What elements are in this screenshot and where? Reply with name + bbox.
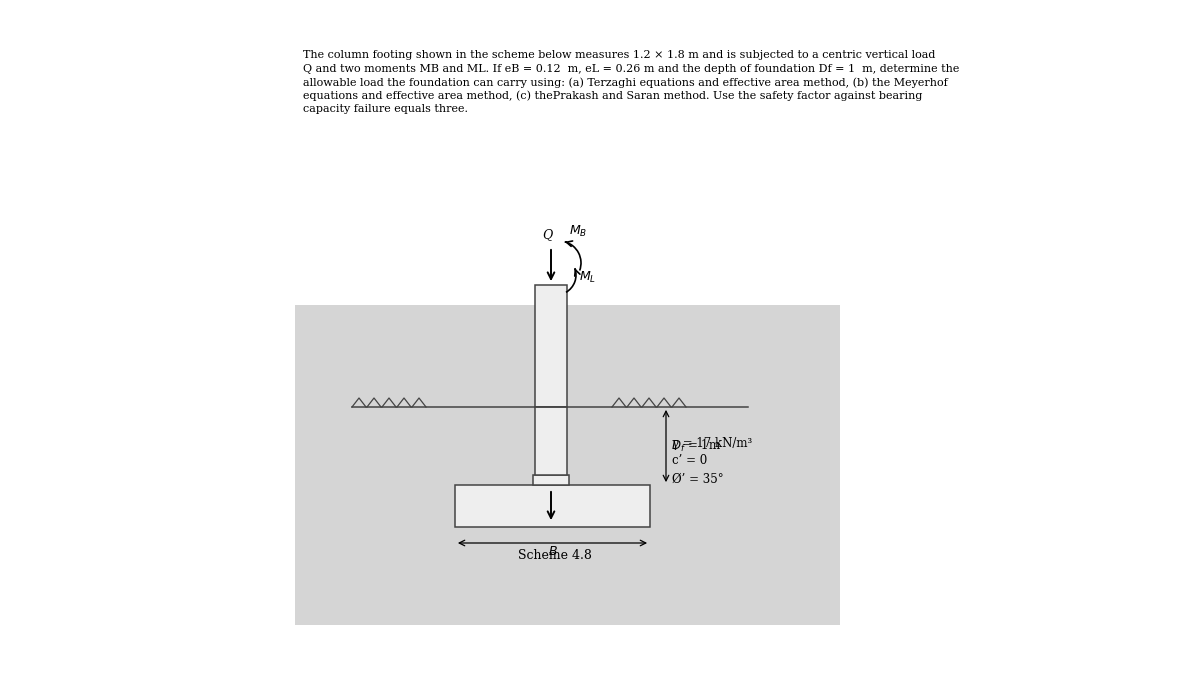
- Text: Q: Q: [542, 228, 552, 241]
- Bar: [535, 407, 568, 475]
- Bar: [533, 475, 569, 485]
- Bar: [455, 485, 650, 527]
- Text: equations and effective area method, (c) thePrakash and Saran method. Use the sa: equations and effective area method, (c)…: [302, 90, 923, 101]
- Bar: [535, 285, 568, 407]
- Text: $B$: $B$: [547, 545, 558, 558]
- Text: Q and two moments MB and ML. If eB = 0.12  m, eL = 0.26 m and the depth of found: Q and two moments MB and ML. If eB = 0.1…: [302, 63, 959, 74]
- Text: Ø’ = 35°: Ø’ = 35°: [672, 472, 724, 485]
- Text: allowable load the foundation can carry using: (a) Terzaghi equations and effect: allowable load the foundation can carry …: [302, 77, 948, 88]
- Text: $D_f$ = 1m: $D_f$ = 1m: [671, 438, 721, 454]
- Text: $M_L$: $M_L$: [578, 270, 596, 286]
- Text: The column footing shown in the scheme below measures 1.2 × 1.8 m and is subject: The column footing shown in the scheme b…: [302, 50, 935, 60]
- Text: c’ = 0: c’ = 0: [672, 454, 707, 468]
- Bar: [295, 305, 840, 625]
- Text: Scheme 4.8: Scheme 4.8: [518, 549, 592, 562]
- Text: capacity failure equals three.: capacity failure equals three.: [302, 104, 468, 114]
- Text: $M_B$: $M_B$: [569, 223, 587, 239]
- Text: γ = 17 kN/m³: γ = 17 kN/m³: [672, 437, 752, 450]
